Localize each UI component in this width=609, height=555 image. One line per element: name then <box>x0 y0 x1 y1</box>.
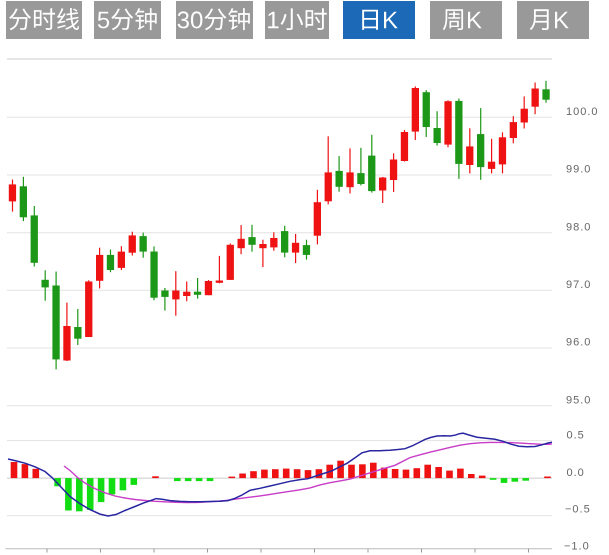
svg-text:−1.0: −1.0 <box>564 540 590 552</box>
svg-text:95.0: 95.0 <box>566 394 591 406</box>
svg-text:100.0: 100.0 <box>566 106 599 118</box>
svg-text:0.0: 0.0 <box>567 467 585 479</box>
svg-text:−0.5: −0.5 <box>565 503 591 515</box>
svg-text:96.0: 96.0 <box>566 337 591 349</box>
svg-text:0.5: 0.5 <box>567 429 585 441</box>
svg-text:99.0: 99.0 <box>566 164 591 176</box>
svg-text:97.0: 97.0 <box>566 279 591 291</box>
svg-text:98.0: 98.0 <box>566 221 591 233</box>
